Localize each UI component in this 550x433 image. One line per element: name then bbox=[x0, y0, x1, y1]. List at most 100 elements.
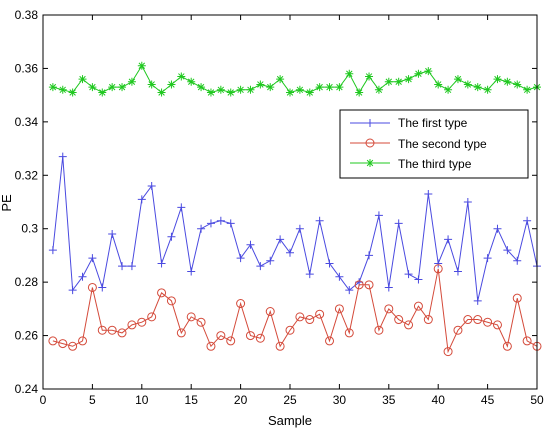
data-point bbox=[404, 270, 413, 279]
data-point bbox=[68, 286, 77, 295]
data-point bbox=[345, 286, 354, 295]
data-point bbox=[88, 83, 97, 92]
data-point bbox=[118, 262, 127, 271]
y-axis-label: PE bbox=[0, 194, 14, 212]
data-point bbox=[512, 293, 522, 303]
data-point bbox=[246, 85, 255, 94]
data-point bbox=[197, 224, 206, 233]
plot-area bbox=[43, 15, 537, 389]
data-point bbox=[256, 80, 265, 89]
data-point bbox=[48, 246, 57, 255]
y-tick-label: 0.34 bbox=[15, 115, 39, 129]
data-point bbox=[414, 69, 423, 78]
data-point bbox=[117, 328, 127, 338]
data-point bbox=[493, 224, 502, 233]
data-point bbox=[325, 259, 334, 268]
data-point bbox=[98, 88, 107, 97]
data-point bbox=[305, 88, 314, 97]
data-point bbox=[216, 216, 225, 225]
data-point bbox=[206, 88, 215, 97]
data-point bbox=[255, 333, 265, 343]
data-point bbox=[285, 325, 295, 335]
data-point bbox=[334, 304, 344, 314]
y-tick-label: 0.28 bbox=[15, 275, 39, 289]
series-1 bbox=[48, 152, 541, 305]
data-point bbox=[137, 61, 146, 70]
data-point bbox=[443, 347, 453, 357]
data-point bbox=[68, 341, 78, 351]
data-point bbox=[365, 72, 374, 81]
x-tick-label: 50 bbox=[530, 393, 544, 407]
data-point bbox=[325, 83, 334, 92]
legend-label-first-type: The first type bbox=[398, 116, 468, 130]
data-point bbox=[187, 77, 196, 86]
data-point bbox=[503, 246, 512, 255]
data-point bbox=[295, 312, 305, 322]
data-point bbox=[503, 77, 512, 86]
data-point bbox=[335, 272, 344, 281]
y-tick-label: 0.26 bbox=[15, 329, 39, 343]
data-point bbox=[355, 88, 364, 97]
data-point bbox=[206, 219, 215, 228]
data-point bbox=[295, 224, 304, 233]
x-tick-label: 0 bbox=[40, 393, 47, 407]
data-point bbox=[523, 216, 532, 225]
data-point bbox=[492, 320, 502, 330]
data-point bbox=[108, 83, 117, 92]
data-point bbox=[374, 85, 383, 94]
data-point bbox=[245, 331, 255, 341]
data-point bbox=[48, 83, 57, 92]
data-point bbox=[305, 315, 315, 325]
data-point bbox=[206, 341, 216, 351]
data-point bbox=[236, 254, 245, 263]
data-point bbox=[434, 259, 443, 268]
data-point bbox=[78, 272, 87, 281]
data-point bbox=[463, 198, 472, 206]
data-point bbox=[433, 264, 443, 274]
data-point bbox=[424, 67, 433, 76]
data-point bbox=[453, 325, 463, 335]
data-point bbox=[463, 315, 473, 325]
data-point bbox=[394, 315, 404, 325]
data-point bbox=[127, 77, 136, 86]
legend-label-second-type: The second type bbox=[398, 137, 487, 151]
x-tick-label: 15 bbox=[185, 393, 199, 407]
data-point bbox=[364, 280, 374, 290]
data-point bbox=[196, 317, 206, 327]
data-point bbox=[444, 85, 453, 94]
legend-box bbox=[339, 109, 529, 179]
x-tick-label: 40 bbox=[432, 393, 446, 407]
data-point bbox=[394, 219, 403, 228]
x-tick-label: 35 bbox=[382, 393, 396, 407]
data-point bbox=[167, 80, 176, 89]
data-point bbox=[424, 189, 433, 198]
data-point bbox=[176, 328, 186, 338]
x-tick-label: 10 bbox=[135, 393, 149, 407]
data-point bbox=[473, 83, 482, 92]
data-point bbox=[453, 267, 462, 276]
data-point bbox=[266, 83, 275, 92]
data-point bbox=[286, 248, 294, 257]
data-point bbox=[78, 336, 88, 346]
data-point bbox=[315, 309, 325, 319]
data-point bbox=[167, 232, 176, 241]
data-point bbox=[265, 307, 275, 317]
data-point bbox=[444, 235, 453, 244]
data-point bbox=[226, 88, 235, 97]
x-tick-label: 45 bbox=[481, 393, 495, 407]
tick-layer: 0 5 10 15 20 25 30 35 40 45 50 0.24 0.26 0.28 0.3 0.32 0… bbox=[15, 8, 544, 407]
data-point bbox=[147, 80, 156, 89]
data-point bbox=[315, 216, 324, 225]
data-point bbox=[226, 336, 236, 346]
data-point bbox=[157, 259, 166, 268]
legend: The first type The second type The third… bbox=[339, 109, 529, 179]
data-point bbox=[256, 262, 265, 271]
data-point bbox=[344, 328, 354, 338]
data-point bbox=[197, 83, 206, 92]
data-point bbox=[107, 325, 117, 335]
data-point bbox=[384, 77, 393, 86]
data-point bbox=[276, 235, 285, 244]
data-point bbox=[88, 254, 97, 263]
data-point bbox=[246, 240, 255, 249]
